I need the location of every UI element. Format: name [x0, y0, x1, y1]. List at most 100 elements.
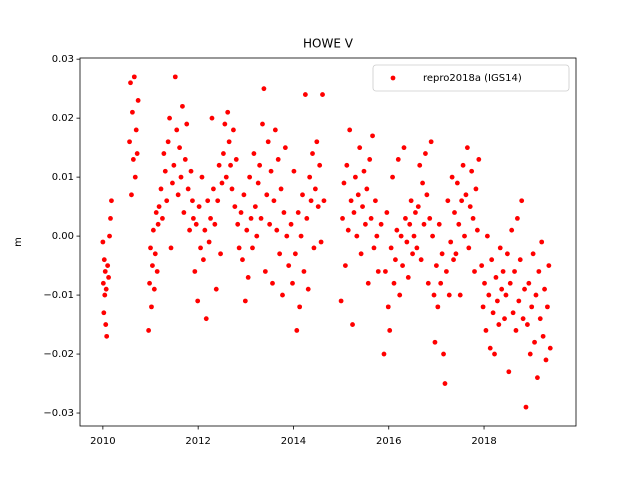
data-point — [268, 168, 274, 174]
data-point — [271, 198, 277, 204]
data-point — [156, 204, 162, 210]
x-tick-label: 2018 — [471, 436, 496, 447]
data-point — [407, 221, 413, 227]
data-point — [149, 304, 154, 310]
data-point — [133, 127, 139, 133]
data-point — [479, 263, 485, 268]
data-point — [411, 233, 417, 239]
data-point — [203, 316, 209, 322]
data-point — [493, 274, 499, 280]
data-point — [130, 109, 135, 115]
data-point — [320, 92, 325, 97]
data-point — [131, 74, 137, 80]
data-point — [277, 251, 283, 257]
data-point — [158, 186, 164, 192]
data-point — [254, 233, 260, 239]
data-point — [500, 269, 506, 274]
data-point — [532, 339, 537, 345]
data-point — [502, 316, 507, 322]
data-point — [175, 192, 181, 198]
data-point — [444, 269, 449, 274]
y-tick-label: 0.00 — [52, 231, 74, 242]
y-tick-label: −0.02 — [43, 349, 74, 360]
data-point — [466, 245, 472, 251]
data-point — [415, 204, 421, 210]
data-point — [514, 216, 520, 221]
data-point — [391, 280, 397, 286]
data-point — [445, 198, 451, 204]
data-point — [260, 121, 265, 127]
data-point — [280, 292, 285, 298]
y-tick-label: 0.03 — [52, 54, 74, 65]
data-point — [405, 274, 411, 280]
data-point — [384, 210, 390, 215]
data-point — [487, 345, 493, 351]
plot-frame — [79, 57, 577, 427]
data-point — [288, 221, 294, 227]
data-point — [255, 180, 261, 186]
data-point — [188, 168, 194, 174]
data-point — [370, 133, 375, 139]
data-point — [290, 280, 295, 286]
data-point — [354, 233, 360, 239]
data-point — [395, 157, 401, 162]
data-point — [453, 251, 459, 257]
data-point — [193, 221, 199, 227]
data-point — [232, 204, 238, 210]
data-point — [436, 221, 442, 227]
data-point — [482, 280, 487, 286]
data-point — [361, 168, 367, 174]
data-point — [439, 251, 445, 257]
data-point — [470, 216, 476, 221]
data-point — [459, 198, 465, 204]
data-point — [536, 269, 542, 274]
data-point — [383, 269, 388, 274]
data-point — [219, 180, 225, 186]
data-point — [341, 180, 347, 186]
data-point — [298, 233, 304, 239]
data-point — [252, 204, 258, 210]
data-point — [318, 239, 324, 245]
data-point — [414, 245, 420, 251]
data-point — [492, 351, 497, 357]
data-point — [489, 257, 495, 263]
data-point — [506, 369, 512, 375]
data-point — [400, 263, 405, 268]
data-point — [476, 157, 482, 162]
data-point — [150, 263, 155, 268]
data-point — [469, 168, 475, 174]
data-point — [342, 263, 348, 268]
data-point — [201, 257, 206, 263]
y-tick-label: 0.01 — [52, 172, 74, 183]
y-tick-label: 0.02 — [52, 113, 74, 124]
data-point — [365, 280, 371, 286]
data-point — [418, 257, 424, 263]
data-point — [449, 174, 455, 180]
data-point — [435, 304, 441, 310]
data-point — [375, 269, 381, 274]
data-point — [355, 192, 361, 198]
data-point — [216, 162, 222, 168]
data-point — [388, 245, 394, 251]
data-point — [438, 280, 444, 286]
data-point — [244, 227, 250, 233]
data-point — [195, 298, 201, 304]
data-point — [431, 292, 437, 298]
data-point — [272, 127, 278, 133]
data-point — [198, 245, 203, 251]
data-point — [512, 269, 517, 274]
data-point — [101, 310, 107, 316]
data-point — [510, 310, 516, 316]
data-point — [292, 251, 298, 257]
data-point — [526, 280, 532, 286]
data-point — [262, 269, 268, 274]
data-point — [233, 157, 239, 162]
data-point — [390, 174, 395, 180]
chart-title: HOWE V — [303, 37, 354, 51]
data-point — [523, 404, 529, 410]
data-point — [100, 280, 106, 286]
data-point — [162, 168, 168, 174]
data-point — [517, 257, 523, 263]
data-point — [347, 127, 353, 133]
